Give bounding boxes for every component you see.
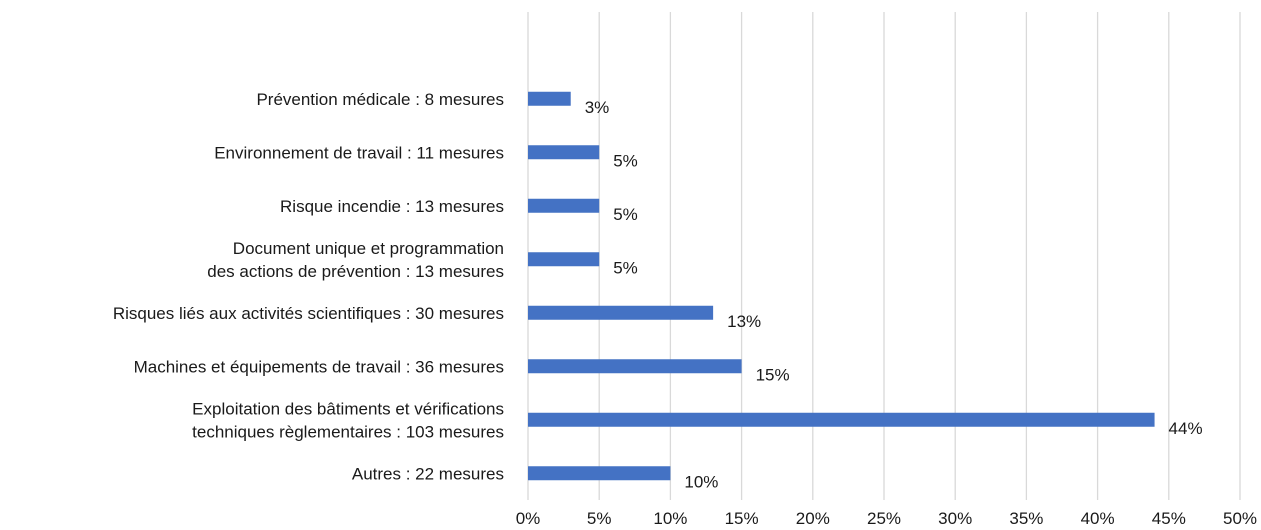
x-tick-label: 25% [867, 509, 901, 528]
category-label: Machines et équipements de travail : 36 … [134, 357, 504, 376]
x-tick-label: 45% [1152, 509, 1186, 528]
category-label: Exploitation des bâtiments et vérificati… [192, 399, 504, 418]
x-tick-label: 30% [938, 509, 972, 528]
data-label: 15% [756, 365, 790, 384]
data-label: 10% [684, 472, 718, 491]
category-label: Autres : 22 mesures [352, 464, 504, 483]
data-labels: 3% 5% 5% 5% 13% 15% 44% 10% [585, 98, 1203, 492]
x-tick-label: 10% [653, 509, 687, 528]
data-label: 5% [613, 205, 638, 224]
category-labels: Prévention médicale : 8 mesures Environne… [113, 90, 504, 484]
data-label: 13% [727, 312, 761, 331]
category-label: Document unique et programmation [233, 239, 504, 258]
bar [528, 145, 600, 160]
bar [528, 412, 1155, 427]
gridlines [527, 12, 1241, 500]
bar [528, 91, 571, 106]
x-tick-label: 20% [796, 509, 830, 528]
data-label: 5% [613, 151, 638, 170]
category-label: techniques règlementaires : 103 mesures [192, 422, 504, 441]
data-label: 5% [613, 258, 638, 277]
bars [528, 91, 1155, 481]
x-axis-tick-labels: 0% 5% 10% 15% 20% 25% 30% 35% 40% 45% 50% [516, 509, 1257, 528]
bar [528, 305, 714, 320]
x-tick-label: 0% [516, 509, 541, 528]
x-tick-label: 15% [725, 509, 759, 528]
category-label: Prévention médicale : 8 mesures [256, 90, 504, 109]
data-label: 3% [585, 98, 610, 117]
bar [528, 466, 671, 481]
x-tick-label: 50% [1223, 509, 1257, 528]
category-label: Risques liés aux activités scientifiques… [113, 304, 504, 323]
category-label: des actions de prévention : 13 mesures [207, 262, 504, 281]
x-tick-label: 5% [587, 509, 612, 528]
data-label: 44% [1169, 419, 1203, 438]
bar [528, 359, 742, 374]
bar [528, 198, 600, 213]
x-tick-label: 35% [1009, 509, 1043, 528]
category-label: Environnement de travail : 11 mesures [214, 143, 504, 162]
x-tick-label: 40% [1081, 509, 1115, 528]
category-label: Risque incendie : 13 mesures [280, 197, 504, 216]
bar [528, 252, 600, 267]
